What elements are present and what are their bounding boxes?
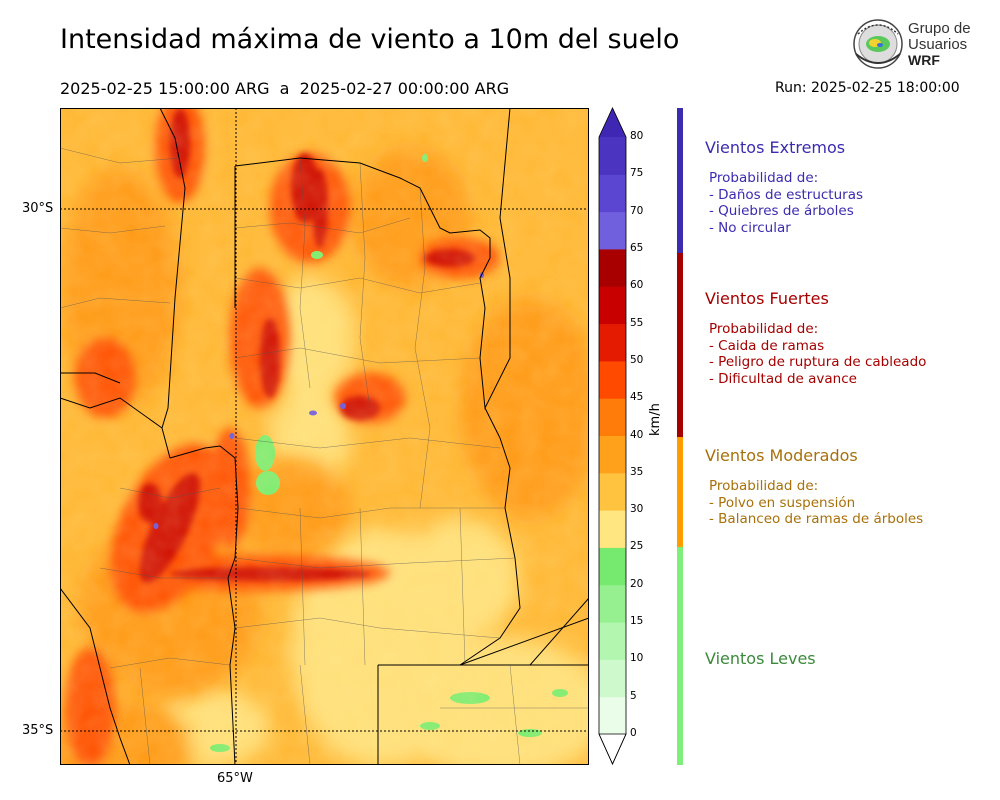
colorbar-bin: [599, 323, 626, 362]
catbar-leves: [677, 547, 683, 765]
colorbar-bin: [599, 510, 626, 548]
colorbar-tick-label: 40: [630, 428, 644, 441]
category-name: Vientos Fuertes: [705, 289, 829, 308]
period-start: 2025-02-25 15:00:00 ARG: [60, 79, 270, 98]
colorbar-bin: [599, 248, 626, 287]
colorbar-tick-label: 25: [630, 540, 644, 553]
category-name: Vientos Moderados: [705, 446, 858, 465]
category-desc-line: Probabilidad de:: [709, 478, 819, 494]
colorbar-tick-label: 65: [630, 241, 644, 254]
forecast-period: 2025-02-25 15:00:00 ARG a 2025-02-27 00:…: [60, 79, 509, 98]
colorbar-bin: [599, 622, 626, 660]
colorbar-tick-label: 30: [630, 503, 644, 516]
category-leves: Vientos Leves: [705, 649, 816, 668]
colorbar-bin: [599, 696, 626, 735]
category-desc-line: - Polvo en suspensión: [709, 494, 856, 511]
colorbar: [596, 106, 630, 766]
colorbar-bin: [599, 659, 626, 698]
wrf-logo: Grupo de Usuarios WRF: [848, 16, 978, 72]
colorbar-tick-label: 10: [630, 652, 644, 665]
period-end: 2025-02-27 00:00:00 ARG: [299, 79, 510, 98]
colorbar-extend-bottom: [598, 733, 627, 765]
colorbar-extend-top: [599, 108, 626, 137]
colorbar-bin: [599, 547, 626, 586]
category-desc-line: - Quiebres de árboles: [709, 203, 854, 219]
category-fuertes: Vientos Fuertes Probabilidad de: - Caida…: [705, 289, 926, 387]
category-desc-line: - Daños de estructuras: [709, 186, 864, 203]
wind-map: [50, 93, 610, 798]
map-title: Intensidad máxima de viento a 10m del su…: [60, 24, 680, 55]
category-bar: [677, 108, 685, 765]
category-desc-line: - Caida de ramas: [709, 337, 825, 354]
colorbar-bin: [599, 211, 626, 250]
category-name: Vientos Extremos: [705, 138, 846, 157]
colorbar-tick-label: 5: [630, 689, 637, 702]
category-extremos: Vientos Extremos Probabilidad de: - Daño…: [705, 138, 863, 236]
category-desc-line: - Dificultad de avance: [709, 370, 857, 387]
lat-label-30s: 30°S: [22, 201, 54, 216]
colorbar-bin: [599, 398, 626, 436]
category-desc-line: Probabilidad de:: [709, 321, 819, 337]
colorbar-tick-label: 55: [630, 316, 644, 329]
globe-icon: [853, 19, 903, 69]
catbar-extremos: [677, 108, 683, 253]
colorbar-tick-label: 0: [630, 727, 637, 739]
colorbar-bin: [599, 360, 626, 399]
colorbar-bin: [599, 174, 626, 213]
category-desc-line: Probabilidad de:: [709, 170, 819, 186]
lat-label-35s: 35°S: [22, 723, 54, 738]
colorbar-tick-label: 45: [630, 391, 644, 404]
catbar-moderados: [677, 437, 683, 547]
department-lines: [59, 147, 589, 766]
logo-line3: WRF: [908, 52, 940, 68]
colorbar-tick-label: 20: [630, 577, 644, 590]
colorbar-tick-label: 70: [630, 204, 644, 217]
run-time: Run: 2025-02-25 18:00:00: [775, 80, 960, 96]
colorbar-unit: km/h: [648, 403, 663, 436]
lon-label-65w: 65°W: [217, 771, 253, 786]
colorbar-bin: [599, 584, 626, 623]
colorbar-tick-label: 75: [630, 167, 644, 180]
category-desc-line: - Balanceo de ramas de árboles: [709, 511, 924, 527]
graticule: [60, 108, 589, 765]
colorbar-tick-label: 35: [630, 465, 644, 478]
logo-line1: Grupo de: [908, 20, 971, 37]
colorbar-tick-label: 15: [630, 615, 644, 628]
colorbar-tick-label: 50: [630, 353, 644, 366]
colorbar-bin: [599, 137, 626, 175]
category-desc-line: - Peligro de ruptura de cableado: [709, 354, 927, 370]
colorbar-tick-label: 60: [630, 279, 644, 292]
colorbar-bin: [599, 435, 626, 474]
period-separator: a: [279, 79, 290, 98]
category-desc-line: - No circular: [709, 219, 791, 236]
logo-line2: Usuarios: [908, 36, 967, 53]
colorbar-bin: [599, 286, 626, 325]
category-name: Vientos Leves: [705, 649, 816, 668]
colorbar-bin: [599, 472, 626, 511]
category-moderados: Vientos Moderados Probabilidad de: - Pol…: [705, 446, 923, 528]
catbar-fuertes: [677, 253, 683, 437]
colorbar-tick-label: 80: [630, 130, 644, 142]
